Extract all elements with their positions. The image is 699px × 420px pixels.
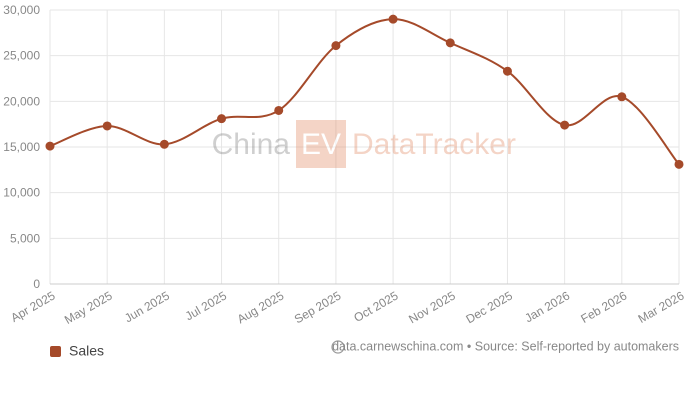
- data-point: [159, 139, 169, 149]
- y-tick-label: 0: [33, 277, 40, 291]
- x-tick-label: Nov 2025: [406, 288, 458, 326]
- legend: Sales: [50, 343, 104, 359]
- watermark-badge: EV: [301, 128, 341, 161]
- x-tick-label: Sep 2025: [292, 288, 344, 326]
- y-tick-label: 10,000: [3, 186, 40, 200]
- data-point: [388, 14, 398, 24]
- legend-swatch: [50, 346, 61, 357]
- x-tick-label: Aug 2025: [235, 288, 287, 326]
- watermark: China EV DataTracker: [212, 120, 516, 168]
- data-point: [274, 105, 284, 115]
- watermark-left: China: [212, 128, 291, 161]
- x-tick-label: Apr 2025: [8, 288, 57, 325]
- data-point: [560, 120, 570, 130]
- x-tick-label: Dec 2025: [463, 288, 515, 326]
- x-tick-label: Jul 2025: [183, 288, 230, 323]
- x-tick-label: Oct 2025: [351, 288, 400, 325]
- y-tick-label: 25,000: [3, 49, 40, 63]
- y-tick-label: 30,000: [3, 3, 40, 17]
- x-tick-label: Feb 2026: [578, 288, 629, 326]
- data-point: [217, 114, 227, 124]
- data-point: [674, 159, 684, 169]
- data-point: [617, 92, 627, 102]
- x-tick-label: Jun 2025: [122, 288, 172, 325]
- watermark-badge-box: [296, 120, 346, 168]
- source: data.carnewschina.com • Source: Self-rep…: [332, 339, 679, 353]
- x-tick-label: Mar 2026: [636, 288, 687, 326]
- legend-label: Sales: [69, 343, 104, 359]
- y-tick-label: 5,000: [10, 231, 40, 245]
- x-tick-label: Jan 2026: [522, 288, 572, 325]
- data-point: [502, 66, 512, 76]
- watermark-right: DataTracker: [352, 128, 516, 161]
- data-point: [45, 141, 55, 151]
- x-tick-label: May 2025: [62, 288, 115, 327]
- y-tick-label: 20,000: [3, 94, 40, 108]
- cc-icon: [331, 340, 345, 354]
- data-point: [331, 41, 341, 51]
- data-point: [102, 121, 112, 131]
- y-tick-label: 15,000: [3, 140, 40, 154]
- data-point: [445, 38, 455, 48]
